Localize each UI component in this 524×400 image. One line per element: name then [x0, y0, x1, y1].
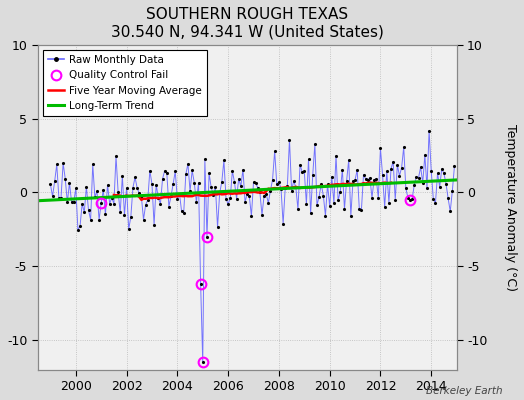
Title: SOUTHERN ROUGH TEXAS
30.540 N, 94.341 W (United States): SOUTHERN ROUGH TEXAS 30.540 N, 94.341 W …: [111, 7, 384, 39]
Y-axis label: Temperature Anomaly (°C): Temperature Anomaly (°C): [504, 124, 517, 291]
Text: Berkeley Earth: Berkeley Earth: [427, 386, 503, 396]
Legend: Raw Monthly Data, Quality Control Fail, Five Year Moving Average, Long-Term Tren: Raw Monthly Data, Quality Control Fail, …: [43, 50, 207, 116]
